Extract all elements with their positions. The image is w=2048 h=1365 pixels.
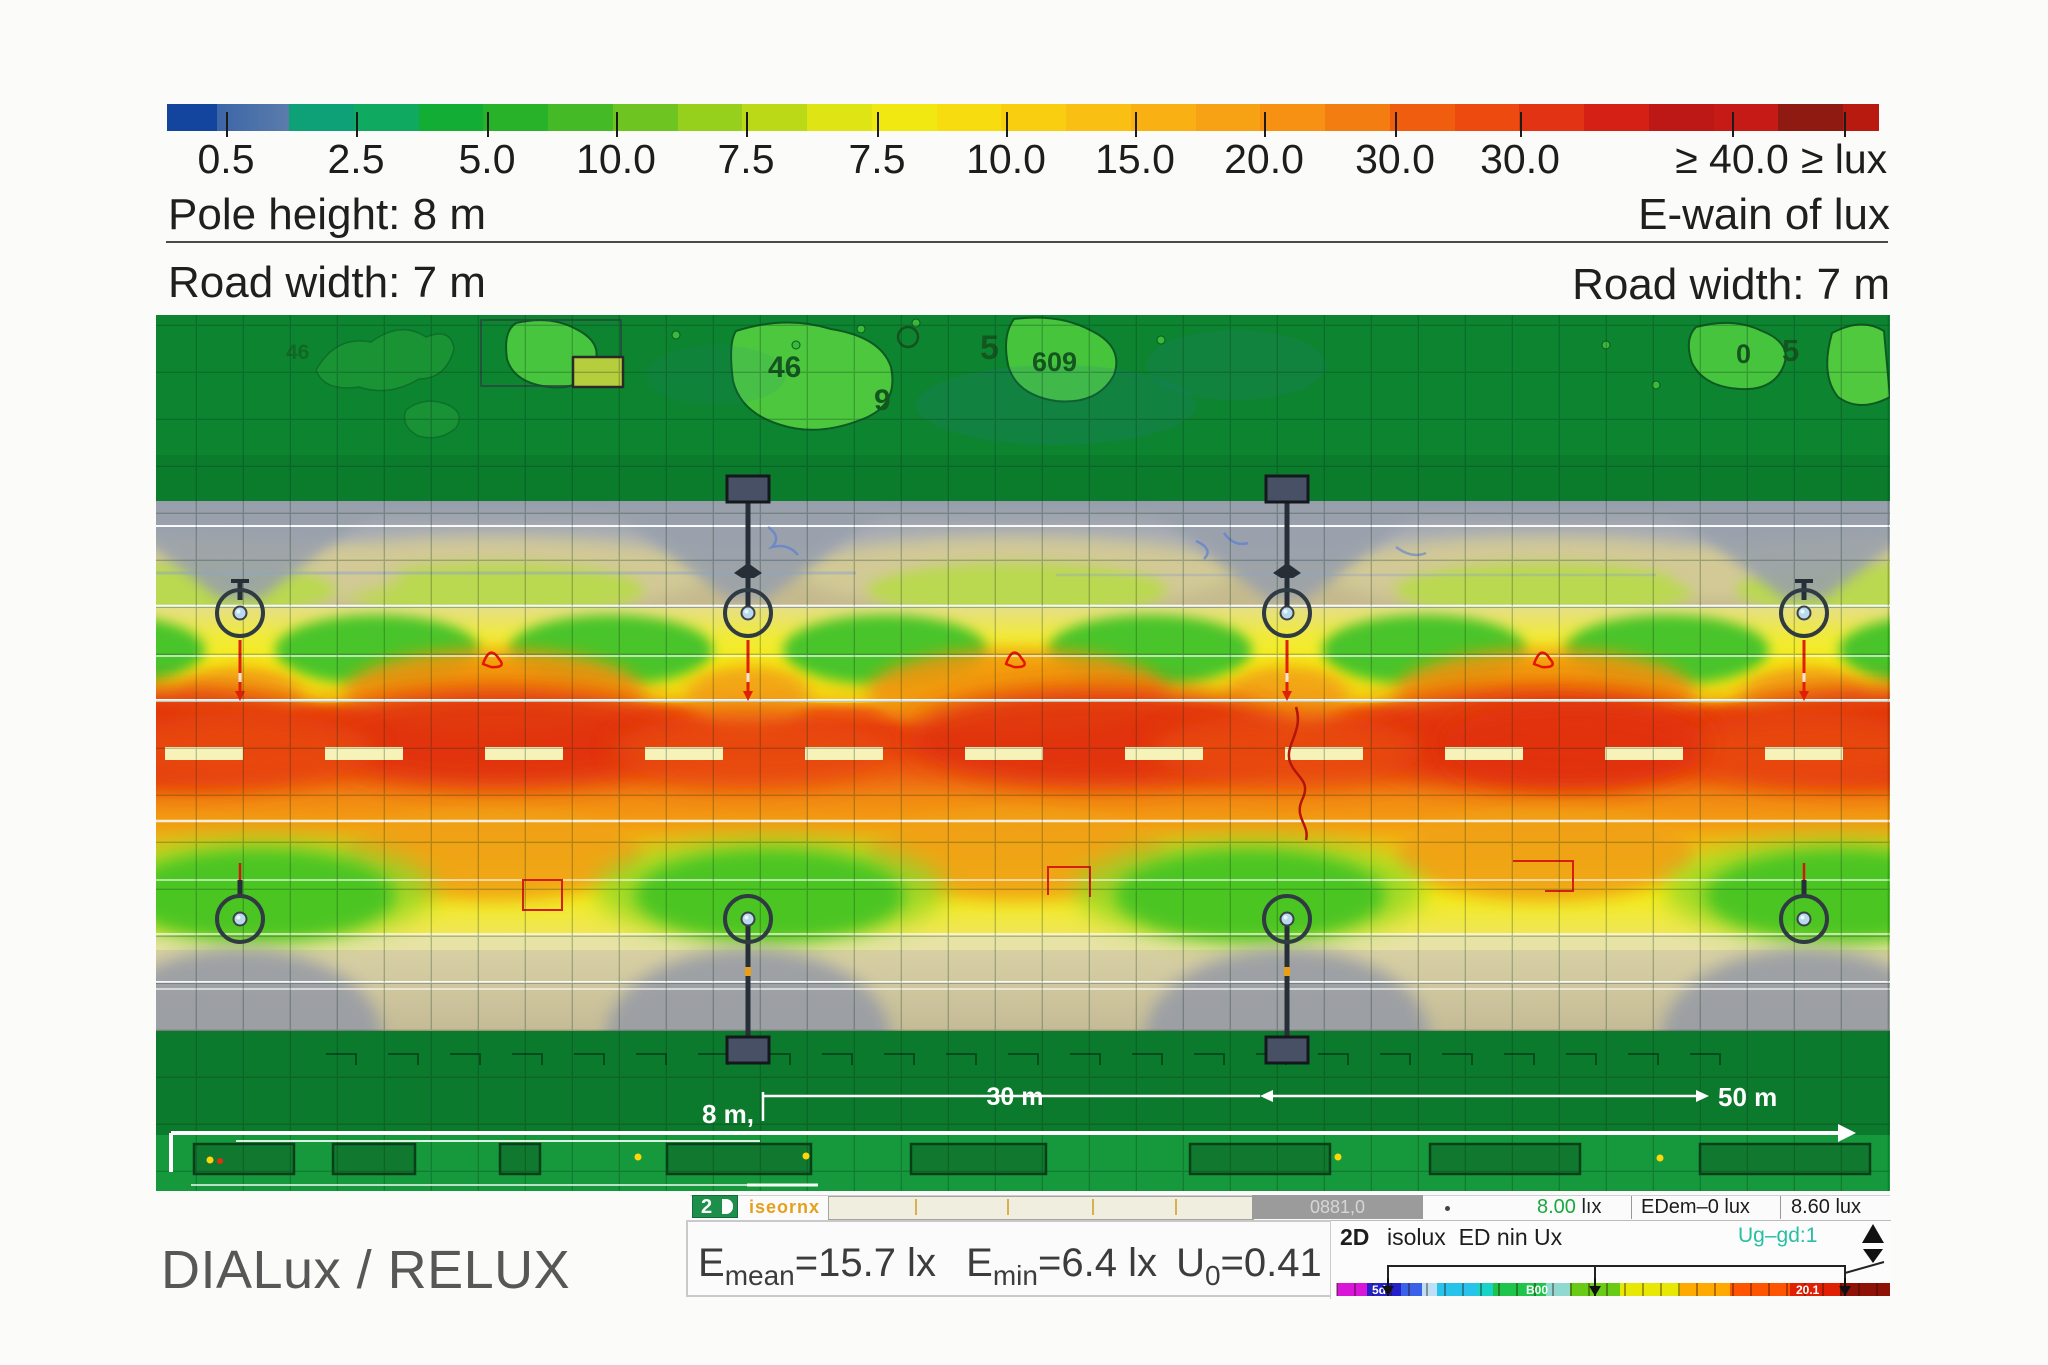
svg-text:20.1: 20.1 [1796, 1283, 1820, 1297]
svg-text:8 m,: 8 m, [702, 1099, 754, 1129]
svg-text:5d: 5d [1372, 1283, 1386, 1297]
svg-text:50 m: 50 m [1718, 1082, 1777, 1112]
svg-text:B00: B00 [1526, 1283, 1548, 1297]
svg-text:30 m: 30 m [987, 1083, 1044, 1111]
